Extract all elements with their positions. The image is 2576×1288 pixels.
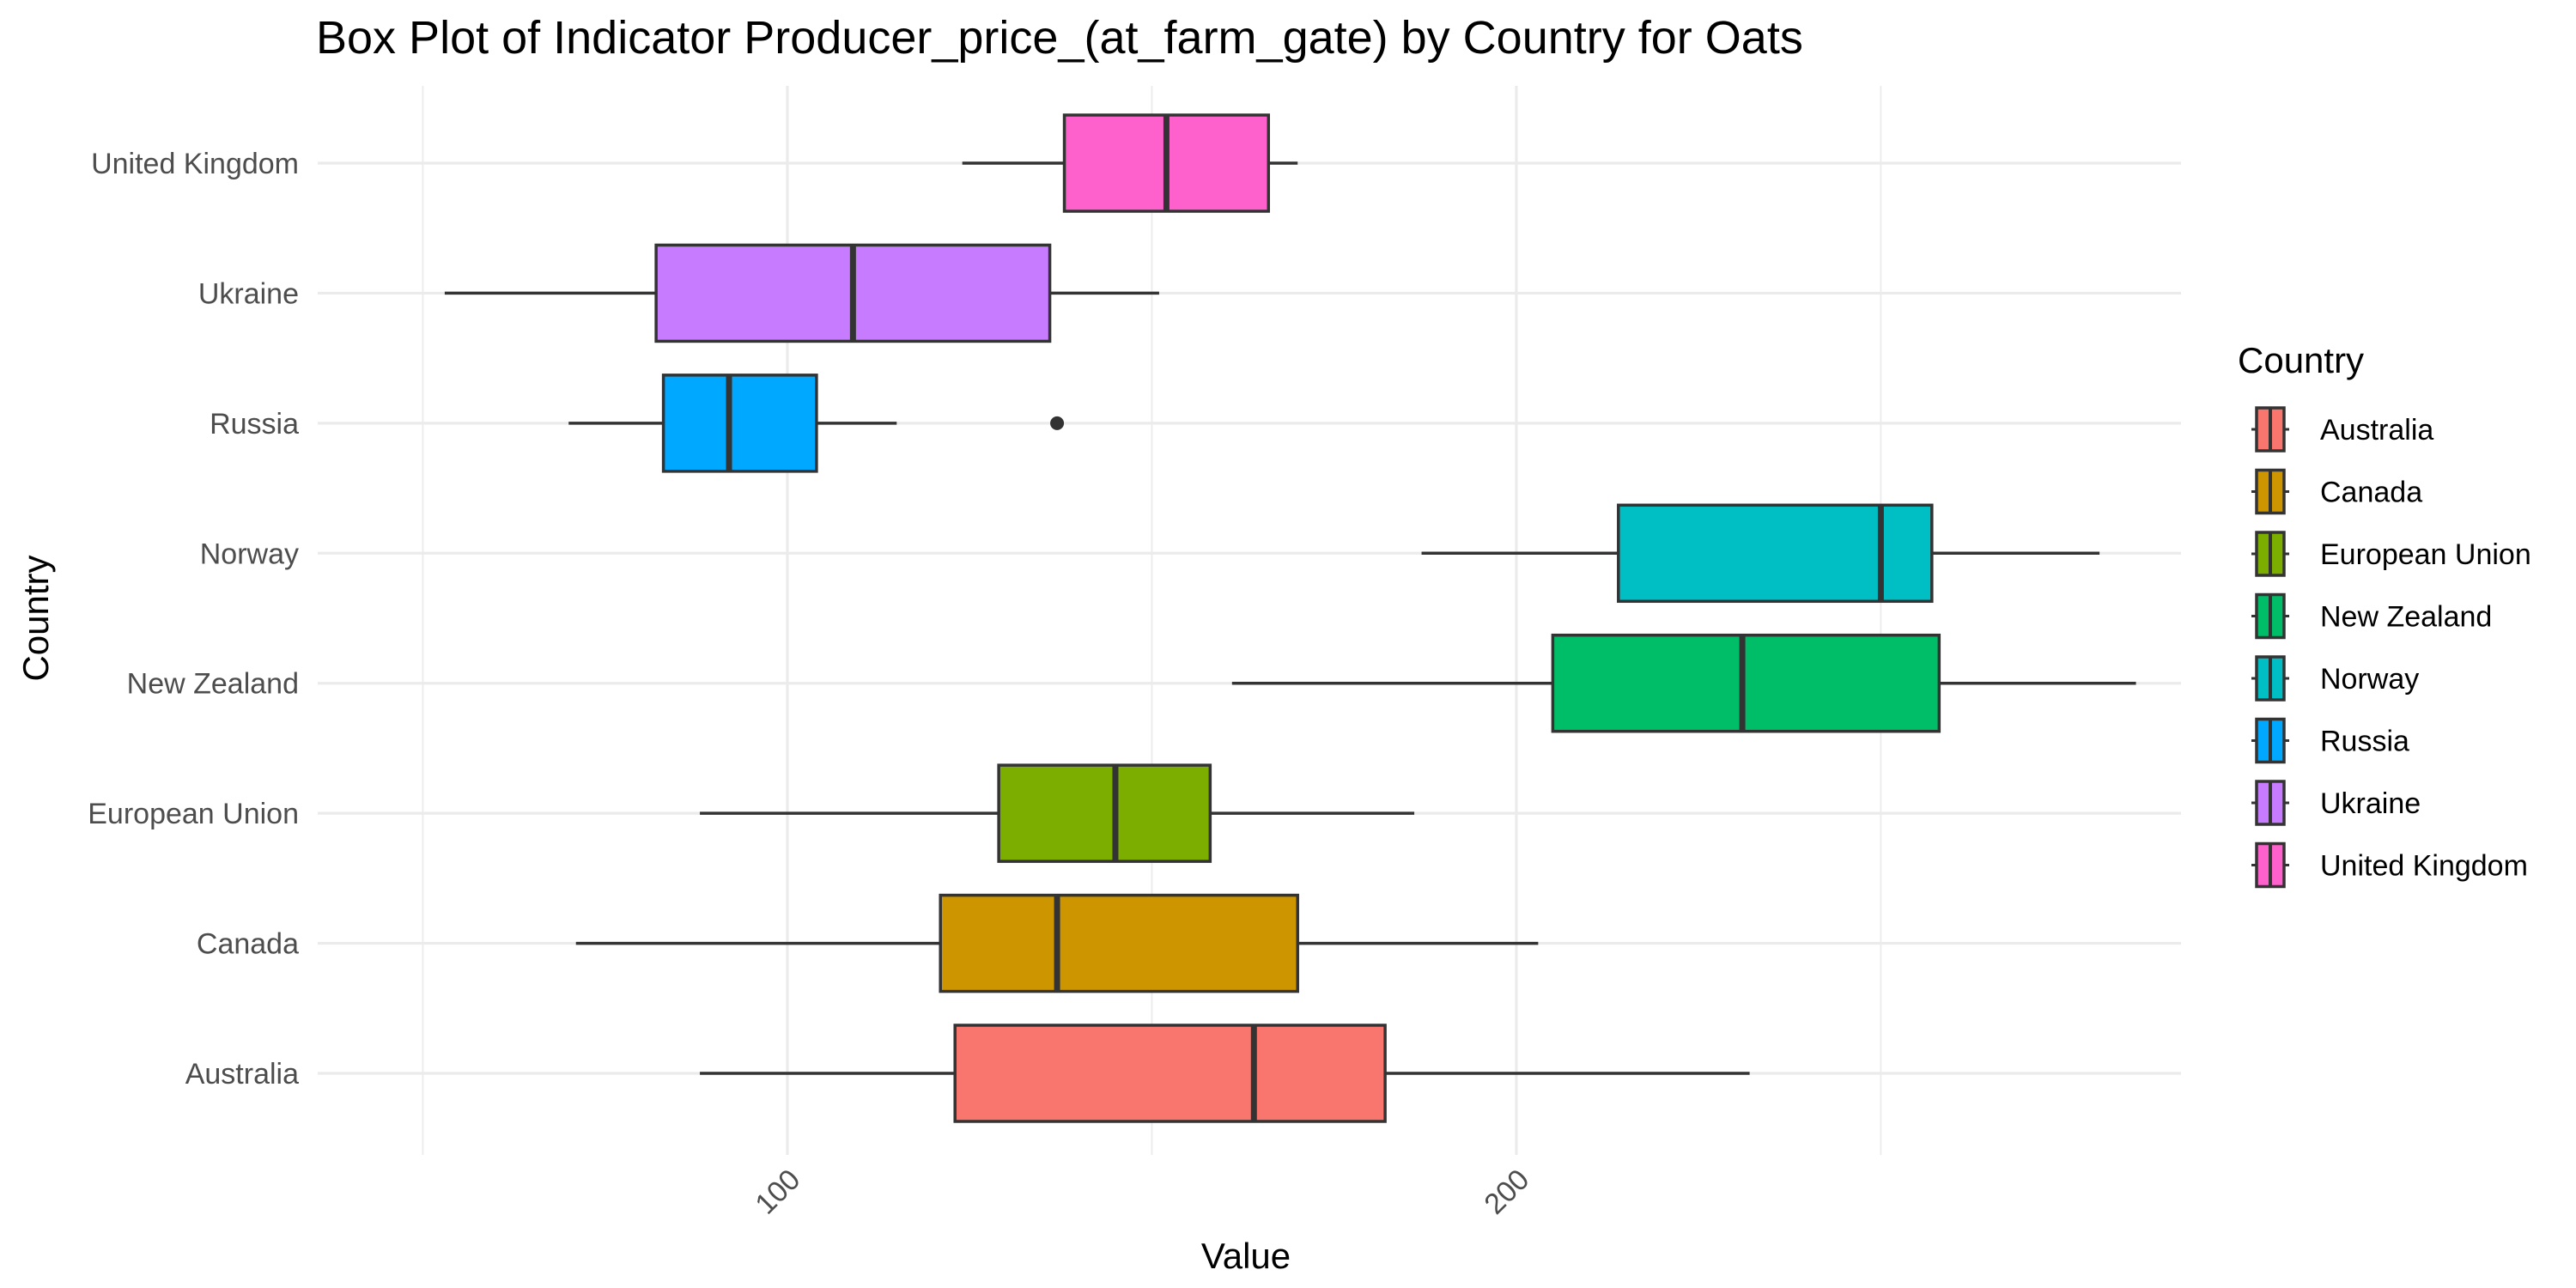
legend-item-european-union: European Union xyxy=(2251,531,2531,577)
legend-item-russia: Russia xyxy=(2251,717,2409,764)
box-norway xyxy=(1421,503,2100,604)
legend-item-new-zealand: New Zealand xyxy=(2251,592,2492,640)
box-ukraine xyxy=(444,243,1159,343)
box-european-union xyxy=(700,763,1415,863)
box-iqr xyxy=(953,1024,1387,1123)
y-tick-label-canada: Canada xyxy=(197,928,299,961)
y-tick-label-european-union: European Union xyxy=(88,798,299,830)
y-tick-label-australia: Australia xyxy=(185,1058,299,1091)
outlier-point xyxy=(1050,416,1065,430)
x-axis-tick-labels: 100 200 xyxy=(749,1163,1535,1221)
x-axis-title: Value xyxy=(1201,1236,1291,1276)
legend-item-norway: Norway xyxy=(2251,655,2419,702)
legend-label: New Zealand xyxy=(2320,601,2492,634)
legend-item-ukraine: Ukraine xyxy=(2251,780,2421,826)
legend-label: Ukraine xyxy=(2320,787,2421,820)
legend-item-canada: Canada xyxy=(2251,468,2422,515)
legend-item-united-kingdom: United Kingdom xyxy=(2251,841,2528,889)
chart-title: Box Plot of Indicator Producer_price_(at… xyxy=(316,12,1803,64)
box-iqr xyxy=(1617,503,1934,604)
legend-label: Russia xyxy=(2320,726,2409,758)
grid-layer xyxy=(318,86,2181,1155)
box-iqr xyxy=(661,374,818,473)
y-tick-label-united-kingdom: United Kingdom xyxy=(91,148,299,180)
boxes-layer xyxy=(444,113,2136,1123)
legend-label: Australia xyxy=(2320,414,2433,447)
legend-label: United Kingdom xyxy=(2320,850,2528,883)
box-canada xyxy=(575,893,1539,993)
box-united-kingdom xyxy=(962,113,1298,213)
box-new-zealand xyxy=(1231,633,2136,733)
box-australia xyxy=(700,1024,1750,1123)
legend-label: Norway xyxy=(2320,663,2419,696)
box-iqr xyxy=(939,893,1299,993)
box-russia xyxy=(568,374,1065,473)
y-tick-label-ukraine: Ukraine xyxy=(198,277,299,310)
legend-label: European Union xyxy=(2320,538,2531,571)
y-tick-label-russia: Russia xyxy=(210,408,299,440)
legend: Country Australia Canada European Union New… xyxy=(2238,340,2531,889)
y-tick-label-norway: Norway xyxy=(200,538,299,570)
y-axis-category-labels: Australia Canada European Union New Zealand… xyxy=(88,148,299,1091)
legend-item-australia: Australia xyxy=(2251,406,2433,453)
y-axis-title: Country xyxy=(15,555,56,681)
legend-label: Canada xyxy=(2320,477,2422,509)
x-tick-label: 100 xyxy=(749,1163,806,1221)
y-tick-label-new-zealand: New Zealand xyxy=(127,668,299,701)
x-tick-label: 200 xyxy=(1478,1163,1535,1221)
box-iqr xyxy=(997,763,1212,863)
legend-title: Country xyxy=(2238,340,2364,380)
legend-items: Australia Canada European Union New Zealand… xyxy=(2251,406,2531,889)
box-iqr xyxy=(1551,633,1941,733)
